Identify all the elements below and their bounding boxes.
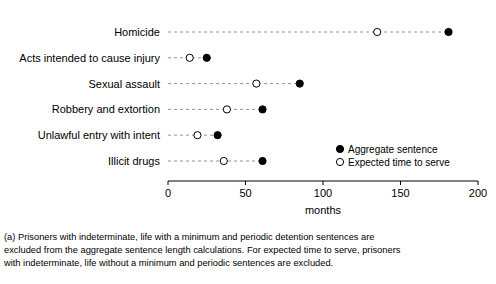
dot: [259, 157, 266, 164]
footnote: (a) Prisoners with indeterminate, life w…: [4, 232, 375, 242]
footnote: with indeterminate, life without a minim…: [3, 258, 333, 268]
x-tick-label: 50: [239, 187, 251, 199]
category-label: Illicit drugs: [108, 155, 160, 167]
x-tick: [478, 181, 479, 185]
dot: [259, 106, 266, 113]
category-label: Acts intended to cause injury: [19, 52, 160, 64]
x-tick: [245, 181, 246, 185]
plot-area: [168, 28, 452, 164]
dot: [186, 54, 193, 61]
guide-line: [168, 83, 300, 84]
legend-marker: [336, 158, 343, 165]
x-tick-label: 0: [165, 187, 171, 199]
legend-label: Aggregate sentence: [348, 144, 438, 155]
x-axis-label: months: [305, 204, 342, 216]
guide-line: [168, 135, 218, 136]
dot: [223, 106, 230, 113]
chart: Homicide Acts intended to cause injury Sex…: [0, 0, 496, 284]
legend-label: Expected time to serve: [348, 157, 450, 168]
guide-line: [168, 109, 263, 110]
guide-line: [168, 32, 449, 33]
x-tick: [400, 181, 401, 185]
category-label: Homicide: [114, 26, 160, 38]
dot: [445, 28, 452, 35]
x-tick-label: 150: [391, 187, 409, 199]
x-tick: [323, 181, 324, 185]
category-label: Unlawful entry with intent: [38, 129, 160, 141]
dot: [214, 132, 221, 139]
x-tick-label: 200: [469, 187, 487, 199]
footnote: excluded from the aggregate sentence len…: [4, 245, 401, 255]
dot: [296, 80, 303, 87]
x-tick: [168, 181, 169, 185]
category-label: Robbery and extortion: [52, 103, 160, 115]
dot: [220, 157, 227, 164]
dot: [374, 28, 381, 35]
dot: [203, 54, 210, 61]
x-tick-label: 100: [314, 187, 332, 199]
dot: [253, 80, 260, 87]
guide-line: [168, 161, 263, 162]
dot: [194, 132, 201, 139]
legend-marker: [336, 145, 343, 152]
category-label: Sexual assault: [88, 78, 160, 90]
